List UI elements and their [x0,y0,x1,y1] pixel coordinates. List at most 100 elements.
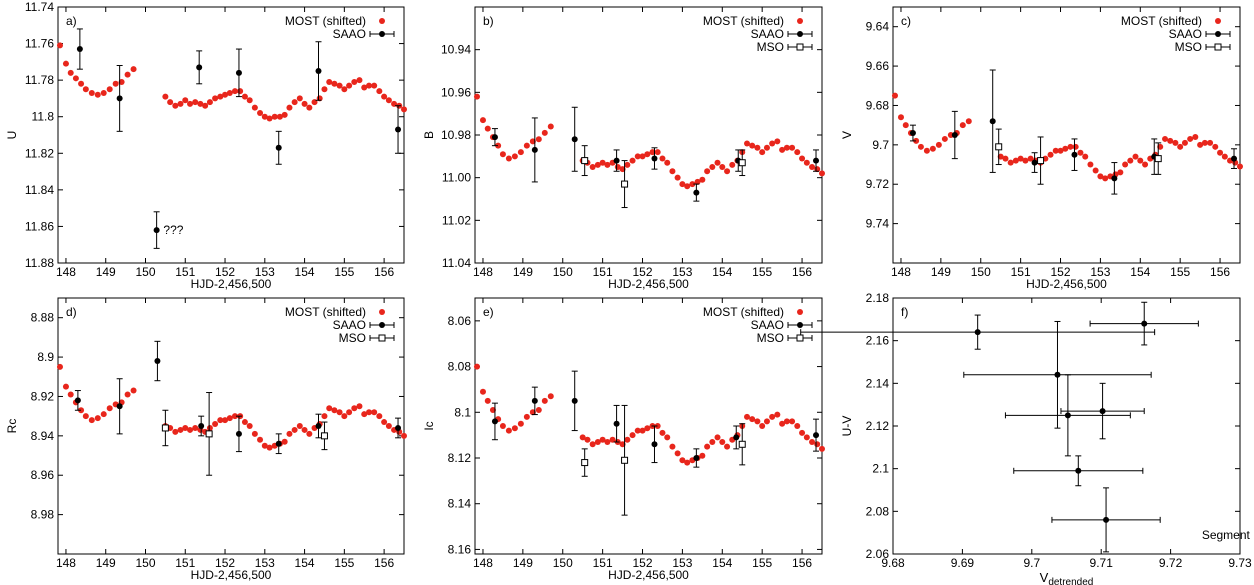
most-point [749,416,756,423]
legend-label: MOST (shifted) [1121,14,1202,28]
y-tick-label: 10.98 [441,128,471,142]
y-tick-label: 11.02 [442,213,471,227]
y-tick-label: 8.12 [448,451,472,465]
most-point [1002,155,1009,162]
most-point [744,140,751,147]
most-point [1022,157,1029,164]
x-tick-label: 9.73 [1228,556,1252,570]
most-point [1017,155,1024,162]
most-point [82,413,89,420]
most-point [246,97,253,104]
x-tick-label: 156 [374,556,394,570]
most-point [699,452,706,459]
most-point [484,125,491,132]
legend-label: MSO [1175,40,1202,54]
y-axis-label: U [5,131,19,140]
series-mso [161,392,328,476]
most-point [799,155,806,162]
saao-point [651,441,658,448]
series-saao [491,106,820,202]
y-tick-label: 11.84 [25,183,54,197]
most-point [192,99,199,106]
most-point [759,423,766,429]
y-tick-label: 8.98 [31,508,55,522]
most-point [67,391,74,398]
panel-f: 9.68 9.69 9.7 9.71 9.72 9.73 2.06 2.08 2.1 2.12 2.… [800,291,1254,585]
x-tick-label: 154 [712,265,732,279]
most-point [217,93,224,100]
y-tick-label: 11.78 [25,73,54,87]
x-tick-label: 149 [96,556,116,570]
mso-point [621,456,629,464]
series-mso [581,145,746,209]
most-point [187,100,194,107]
most-point [281,111,288,118]
most-point [67,69,74,76]
most-point [589,164,596,170]
legend-label: MOST (shifted) [703,305,784,319]
most-point [803,159,810,166]
most-point [789,418,796,425]
legend-label: SAAO [1169,27,1202,41]
most-point [326,78,333,85]
most-point [381,93,388,100]
y-tick-label: 10.94 [441,43,471,57]
most-point [484,397,491,404]
x-tick-label: 9.71 [1090,556,1114,570]
most-point [941,135,948,142]
legend-label: SAAO [751,318,784,332]
y-tick-label: 8.92 [31,389,55,403]
x-tick-label: 152 [215,556,235,570]
legend-marker-saao [797,31,803,37]
x-tick-label: 148 [473,556,493,570]
y-tick-label: 8.16 [448,542,472,556]
most-point [1212,143,1219,150]
most-point [321,86,328,93]
most-point [371,82,378,89]
most-point [1127,157,1134,164]
most-point [644,151,651,158]
most-point [78,80,85,87]
most-point [257,110,264,117]
most-point [385,97,392,104]
most-point [261,113,268,120]
mso-point [738,159,746,167]
most-point [361,84,368,91]
most-point [754,144,761,151]
most-point [689,181,696,188]
most-point [902,122,909,129]
most-point [206,99,213,106]
most-point [1132,153,1139,160]
most-point [729,161,736,168]
most-point [226,415,233,422]
most-point [763,144,770,151]
most-point [511,425,518,432]
y-tick-label: 9.64 [866,20,890,34]
saao-point [1111,175,1118,182]
panel-c: 148 149 150 151 152 153 154 155 156 9.64 9.66 9.68 9… [840,6,1243,291]
most-point [106,86,113,93]
most-point [401,432,407,439]
most-point [401,106,407,113]
most-point [266,115,273,122]
panel-label: f) [901,305,908,319]
saao-point [531,146,538,153]
most-point [336,82,343,89]
x-tick-label: 153 [672,556,692,570]
saao-point [733,434,740,441]
y-axis-label: B [422,131,436,139]
y-tick-label: 8.96 [31,468,55,482]
most-point [664,434,671,441]
x-tick-label: 150 [135,556,155,570]
most-point [624,161,631,168]
saao-point [275,144,282,151]
x-tick-label: 153 [255,556,275,570]
most-point [182,424,189,431]
most-point [714,159,721,166]
most-point [341,413,348,420]
most-point [547,123,554,130]
saao-point [693,189,700,196]
most-point [1097,173,1104,180]
series-most [56,42,407,122]
legend-label: MOST (shifted) [285,14,366,28]
